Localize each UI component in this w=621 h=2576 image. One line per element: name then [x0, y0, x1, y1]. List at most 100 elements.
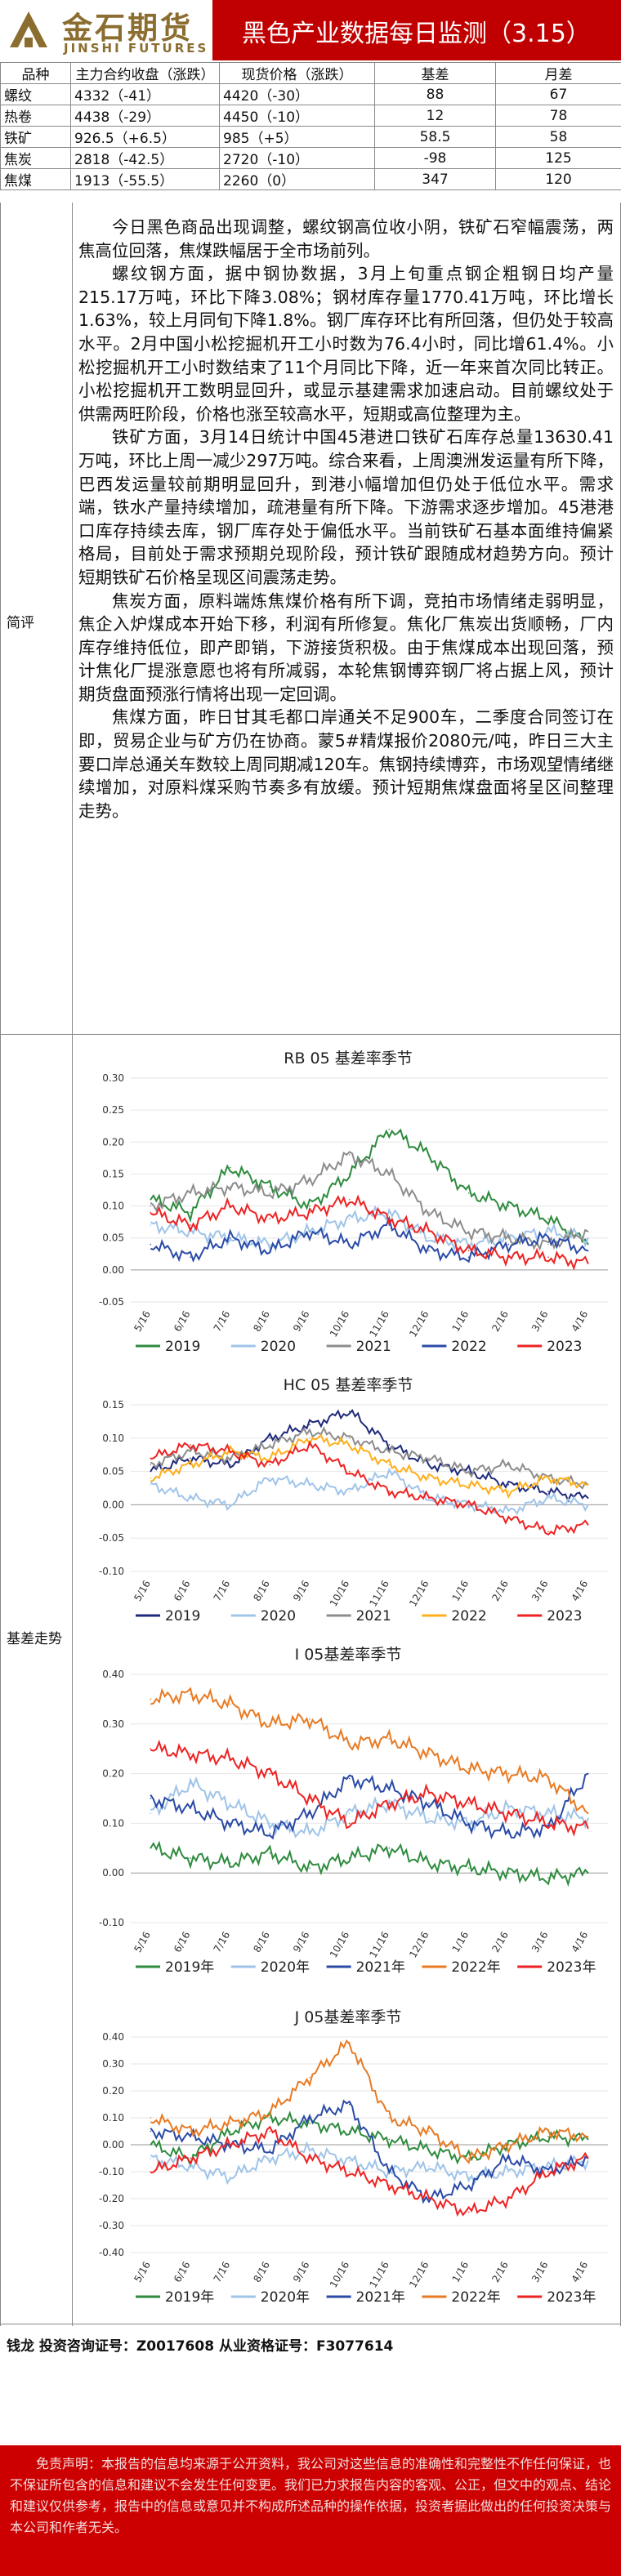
table-cell: 985（+5） — [219, 126, 375, 148]
data-point — [190, 2136, 191, 2137]
data-point — [190, 1782, 191, 1785]
j-basis-chart-svg: J 05基差率季节 -0.40 -0.30 -0.20 -0.10 0.00 0.10 0.2… — [99, 2008, 608, 2306]
data-point — [428, 1211, 430, 1214]
data-point — [269, 1457, 271, 1460]
table-cell: 58 — [495, 126, 621, 148]
table-row: 螺纹 4332（-41） 4420（-30） 88 67 — [0, 83, 621, 105]
table-row: 焦炭 2818（-42.5） 2720（-10） -98 125 — [0, 147, 621, 169]
data-point — [507, 2171, 510, 2173]
data-point — [587, 1524, 589, 1526]
rb-basis-chart: RB 05 基差率季节 -0.05 0.00 0.05 0.10 0.15 0.20 0.25… — [78, 1042, 618, 1369]
data-point — [547, 2130, 549, 2133]
series-line — [150, 1739, 589, 1837]
data-point — [587, 1250, 589, 1252]
data-point — [587, 2138, 589, 2141]
x-tick-label: 2/16 — [489, 1930, 511, 1954]
disclaimer-text: 免责声明：本报告的信息均来源于公开资料，我公司对这些信息的准确性和完整性不作任何… — [10, 2456, 612, 2535]
data-point — [229, 2176, 231, 2178]
y-tick-label: 0.00 — [102, 1499, 124, 1510]
table-cell: 120 — [495, 168, 621, 190]
data-point — [587, 1497, 589, 1500]
x-tick-label: 9/16 — [291, 1579, 312, 1603]
series-line — [150, 1215, 588, 1263]
series-line — [150, 2125, 589, 2217]
data-point — [428, 1862, 430, 1864]
data-point — [269, 1852, 271, 1854]
data-point — [428, 2130, 430, 2133]
data-point — [547, 1497, 549, 1500]
data-point — [190, 1256, 191, 1258]
price-table: 品种 主力合约收盘（涨跌） 现货价格（涨跌） 基差 月差 螺纹 4332（-41… — [0, 62, 621, 190]
y-tick-label: -0.05 — [99, 1296, 124, 1308]
x-tick-label: 3/16 — [529, 1579, 551, 1603]
series-line — [150, 1468, 589, 1516]
data-point — [507, 1832, 510, 1834]
x-tick-label: 4/16 — [570, 1579, 591, 1603]
data-point — [428, 1250, 430, 1252]
table-cell: 焦炭 — [0, 147, 71, 169]
data-point — [547, 1531, 549, 1532]
hc-basis-chart: HC 05 基差率季节 -0.10 -0.05 0.00 0.05 0.10 0.15 5/1… — [78, 1369, 618, 1638]
data-point — [467, 1192, 470, 1194]
data-point — [507, 1807, 510, 1809]
data-point — [348, 1857, 351, 1859]
data-point — [348, 1491, 351, 1492]
data-point — [150, 1484, 152, 1486]
data-point — [467, 2157, 470, 2159]
data-point — [547, 1218, 549, 1220]
data-point — [229, 1504, 231, 1506]
data-point — [547, 1812, 549, 1815]
y-tick-label: 0.40 — [102, 2031, 124, 2043]
data-point — [388, 1788, 391, 1789]
y-tick-label: 0.15 — [102, 1399, 124, 1411]
x-tick-label: 12/16 — [407, 2260, 431, 2290]
data-point — [547, 1491, 549, 1492]
i-basis-chart-svg: I 05基差率季节 -0.10 0.00 0.10 0.20 0.30 0.40 5/16 6/… — [99, 1646, 608, 1976]
data-point — [269, 2130, 271, 2133]
data-point — [428, 1477, 430, 1479]
data-point — [229, 1205, 231, 1207]
data-point — [587, 1817, 589, 1820]
table-cell: 4420（-30） — [219, 83, 375, 105]
table-cell: 热卷 — [0, 105, 71, 127]
report-title: 黑色产业数据每日监测（3.15） — [242, 20, 591, 48]
series-line — [150, 2141, 589, 2186]
y-tick-label: 0.25 — [102, 1104, 124, 1116]
data-point — [229, 2122, 231, 2124]
commentary-paragraph: 铁矿方面，3月14日统计中国45港进口铁矿石库存总量13630.41万吨，环比上… — [78, 427, 614, 587]
data-point — [467, 1767, 470, 1770]
data-point — [190, 1807, 191, 1809]
data-point — [229, 1822, 231, 1825]
x-tick-label: 3/16 — [529, 1309, 551, 1334]
data-point — [547, 2165, 549, 2168]
data-point — [348, 1173, 351, 1175]
data-point — [547, 2171, 549, 2173]
data-point — [428, 1753, 430, 1755]
table-cell: 焦煤 — [0, 168, 71, 190]
data-point — [467, 2211, 470, 2213]
legend-label: 2019年 — [165, 2289, 214, 2306]
x-tick-label: 11/16 — [368, 1309, 391, 1339]
data-point — [388, 1128, 391, 1130]
data-point — [150, 2117, 152, 2119]
data-point — [428, 1464, 430, 1466]
data-point — [587, 2160, 589, 2162]
data-point — [467, 2176, 470, 2178]
data-point — [309, 2122, 310, 2124]
data-point — [229, 1451, 231, 1452]
data-point — [269, 1477, 271, 1479]
x-tick-label: 12/16 — [407, 1579, 431, 1609]
data-point — [507, 1872, 510, 1874]
x-tick-label: 4/16 — [570, 1930, 591, 1954]
data-point — [348, 1777, 351, 1780]
data-point — [388, 1464, 391, 1466]
x-tick-label: 8/16 — [251, 1309, 272, 1334]
data-point — [507, 1237, 510, 1239]
legend-label: 2022 — [451, 1608, 486, 1624]
commentary-paragraph: 焦煤方面，昨日甘其毛都口岸通关不足900车，二季度合同签订在即，贸易企业与矿方仍… — [78, 707, 614, 821]
data-point — [547, 1777, 549, 1780]
table-cell: 铁矿 — [0, 126, 71, 148]
data-point — [428, 1154, 430, 1156]
data-point — [269, 1437, 271, 1439]
series-line — [150, 2099, 589, 2204]
